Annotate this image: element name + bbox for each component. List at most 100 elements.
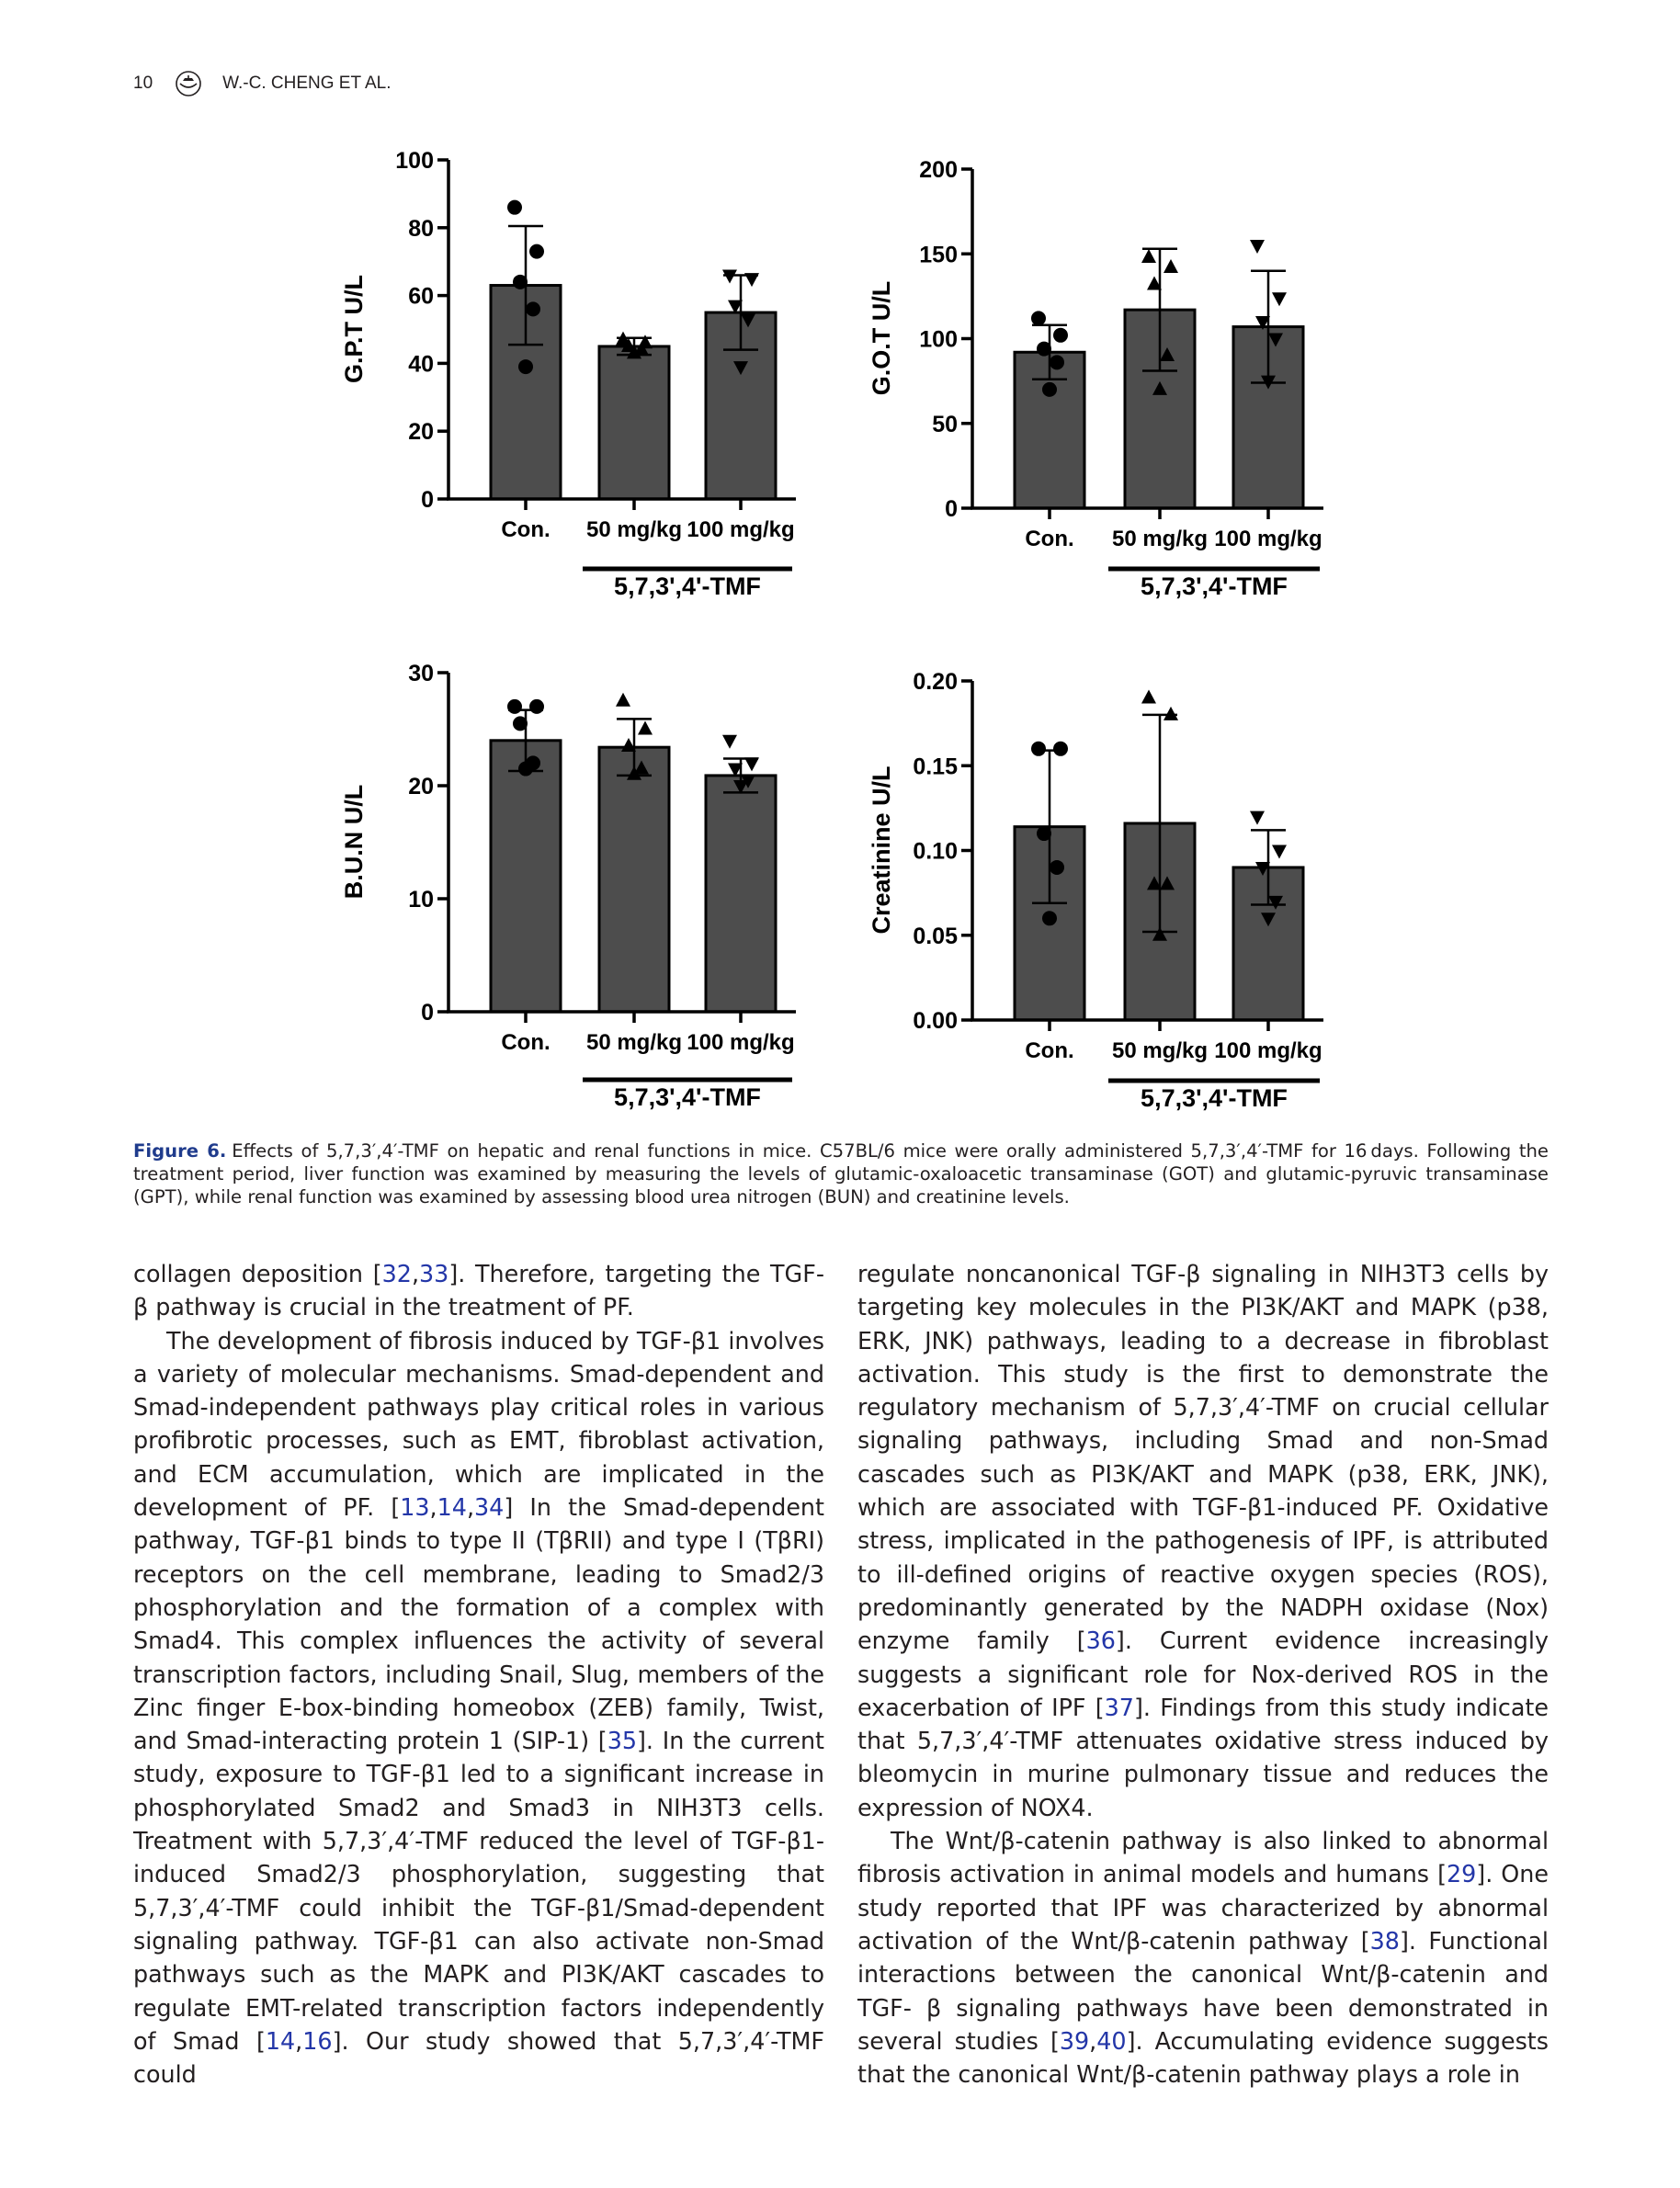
data-point	[1268, 895, 1283, 910]
y-tick-label: 100	[919, 327, 958, 353]
journal-logo-icon	[176, 71, 201, 96]
data-point	[1053, 327, 1068, 343]
body-text: ]. Current evidence increasingly suggest…	[857, 1627, 1549, 1721]
data-point	[1164, 259, 1178, 274]
group-label: 5,7,3',4'-TMF	[614, 1083, 761, 1111]
data-point	[1250, 240, 1265, 255]
data-point	[638, 720, 653, 735]
data-point	[518, 359, 533, 375]
x-tick-label: 100 mg/kg	[1214, 527, 1322, 551]
bar	[597, 745, 671, 1014]
page-number: 10	[133, 74, 153, 93]
citation-link[interactable]: 37	[1104, 1693, 1134, 1721]
data-point	[741, 774, 755, 788]
y-tick-label: 60	[408, 284, 434, 310]
y-tick-label: 0.05	[913, 924, 958, 949]
x-tick-label: 50 mg/kg	[1112, 1038, 1208, 1063]
group-label: 5,7,3',4'-TMF	[614, 573, 761, 600]
y-tick-label: 150	[919, 242, 958, 267]
data-point	[513, 716, 528, 731]
data-point	[513, 274, 528, 289]
y-tick-label: 0.10	[913, 839, 958, 865]
data-point	[1164, 706, 1178, 720]
body-text: ,	[411, 1260, 420, 1287]
citation-link[interactable]: 38	[1369, 1926, 1400, 1955]
data-point	[1031, 741, 1046, 756]
data-point	[1261, 913, 1276, 927]
body-text: ]. Accumulating evidence suggests that t…	[857, 2026, 1549, 2089]
data-point	[744, 757, 759, 772]
body-text: ] In the Smad-dependent pathway, TGF-β1 …	[133, 1493, 824, 1755]
data-point	[1272, 845, 1287, 859]
body-text: collagen deposition [	[133, 1260, 382, 1287]
body-text: The development of fibrosis induced by T…	[133, 1326, 824, 1522]
data-point	[1042, 381, 1057, 397]
body-column-left: collagen deposition [32,33]. Therefore, …	[133, 1257, 824, 2091]
citation-link[interactable]: 16	[302, 2026, 333, 2055]
chart-panel: G.O.T U/L 0 50 100 150 200 Con. 50 mg/kg 100 mg/…	[868, 157, 1323, 600]
body-paragraph: collagen deposition [32,33]. Therefore, …	[133, 1257, 824, 1324]
data-point	[733, 780, 748, 794]
data-point	[1272, 292, 1287, 307]
data-point	[1261, 375, 1276, 390]
citation-link[interactable]: 36	[1085, 1627, 1116, 1655]
data-point	[1255, 861, 1270, 876]
citation-link[interactable]: 34	[474, 1493, 505, 1522]
citation-link[interactable]: 13	[400, 1493, 430, 1522]
citation-link[interactable]: 35	[607, 1727, 638, 1755]
data-point	[728, 300, 743, 314]
y-axis-label: G.O.T U/L	[868, 281, 895, 396]
data-point	[1141, 248, 1156, 263]
x-tick-label: Con.	[501, 517, 550, 542]
y-tick-label: 40	[408, 351, 434, 377]
y-tick-label: 30	[408, 661, 434, 686]
figure-label: Figure 6.	[133, 1140, 227, 1162]
data-point	[1147, 276, 1162, 290]
data-point	[1250, 811, 1265, 825]
body-text: ,	[295, 2026, 303, 2055]
body-text: ]. One study reported that IPF was chara…	[857, 1860, 1549, 1955]
data-point	[1147, 876, 1162, 890]
body-text: ]. Findings from this study indicate tha…	[857, 1693, 1549, 1821]
y-tick-label: 20	[408, 774, 434, 799]
bar	[704, 774, 778, 1014]
data-point	[1152, 380, 1167, 395]
citation-link[interactable]: 14	[437, 1493, 467, 1522]
x-tick-label: 100 mg/kg	[687, 517, 794, 542]
data-point	[507, 199, 522, 215]
y-axis-label: B.U.N U/L	[340, 785, 368, 900]
body-text: regulate noncanonical TGF-β signaling in…	[857, 1260, 1549, 1655]
chart-panel: Creatinine U/L 0.00 0.05 0.10 0.15 0.20 Con. 50…	[868, 669, 1323, 1112]
body-text: ]. Our study showed that 5,7,3′,4′-TMF c…	[133, 2026, 824, 2089]
body-column-right: regulate noncanonical TGF-β signaling in…	[857, 1257, 1549, 2091]
citation-link[interactable]: 39	[1059, 2026, 1090, 2055]
error-bar	[1142, 247, 1177, 372]
data-point	[1268, 333, 1283, 347]
bar	[597, 345, 671, 501]
citation-link[interactable]: 14	[265, 2026, 296, 2055]
data-point	[1037, 826, 1051, 842]
body-text: ,	[429, 1493, 437, 1522]
data-point	[526, 301, 540, 317]
citation-link[interactable]: 32	[381, 1260, 412, 1287]
figure-caption: Figure 6. Effects of 5,7,3′,4′-TMF on hep…	[133, 1139, 1549, 1208]
running-header-authors: W.-C. CHENG ET AL.	[222, 74, 392, 93]
chart-panel: B.U.N U/L 0 10 20 30 Con. 50 mg/kg 100 mg/kg 5,7…	[340, 661, 796, 1111]
x-tick-label: 50 mg/kg	[586, 1030, 682, 1055]
y-tick-label: 0.20	[913, 669, 958, 695]
x-tick-label: 100 mg/kg	[1214, 1038, 1322, 1063]
citation-link[interactable]: 33	[419, 1260, 449, 1287]
citation-link[interactable]: 29	[1446, 1860, 1477, 1888]
body-text: ,	[466, 1493, 475, 1522]
data-point	[1152, 926, 1167, 941]
y-tick-label: 20	[408, 419, 434, 445]
body-paragraph: regulate noncanonical TGF-β signaling in…	[857, 1257, 1549, 1824]
y-tick-label: 80	[408, 216, 434, 242]
x-tick-label: 50 mg/kg	[586, 517, 682, 542]
citation-link[interactable]: 40	[1096, 2026, 1127, 2055]
figure-caption-text: Effects of 5,7,3′,4′-TMF on hepatic and …	[133, 1140, 1549, 1207]
data-point	[741, 313, 755, 328]
y-tick-label: 0	[421, 487, 434, 513]
x-tick-label: Con.	[1025, 1038, 1073, 1063]
